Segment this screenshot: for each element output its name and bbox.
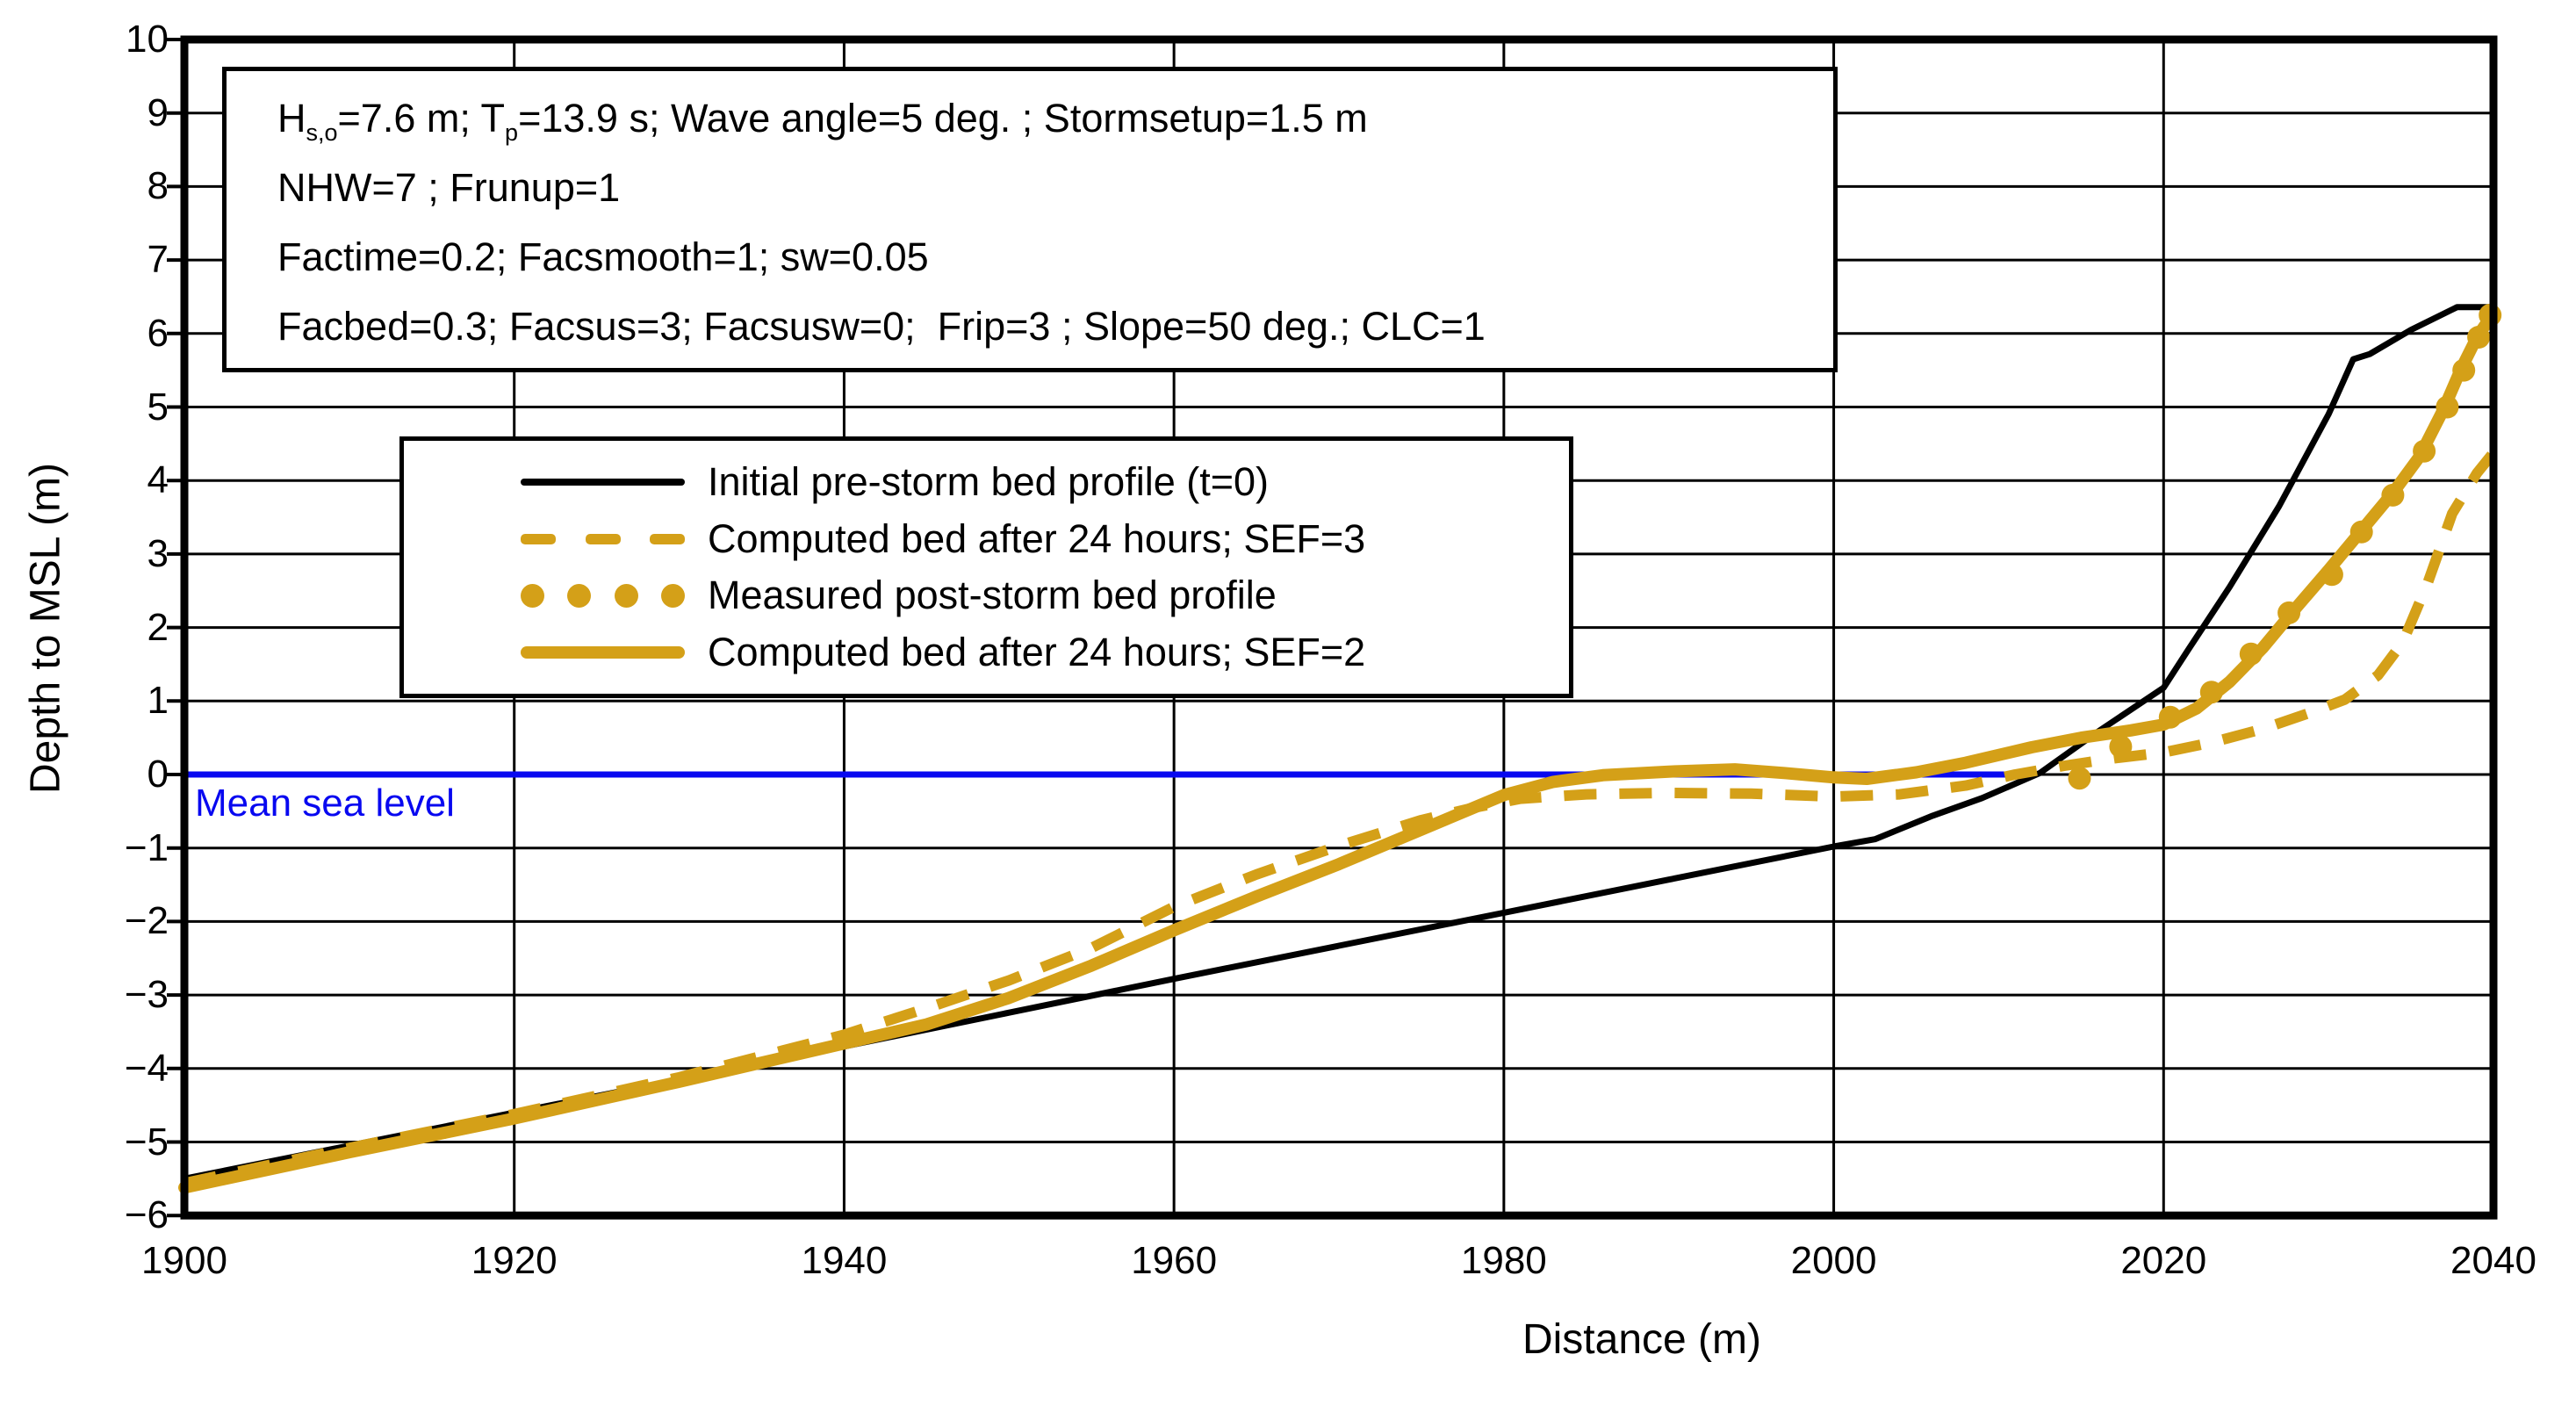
measured-profile-dot [2199,681,2223,704]
mean-sea-level-label: Mean sea level [195,782,455,825]
x-tick-label: 2040 [2450,1239,2536,1282]
measured-profile-dot [2467,326,2491,349]
measured-profile-dot [2320,563,2343,587]
x-tick-label: 1940 [801,1239,888,1282]
series-line [183,449,2498,1189]
annotation-line: Facbed=0.3; Facsus=3; Facsusw=0; Frip=3 … [277,292,1833,361]
y-tick-label: −4 [124,1046,169,1090]
annotation-subscript: p [505,119,519,146]
annotation-line: Factime=0.2; Facsmooth=1; sw=0.05 [277,222,1833,292]
measured-profile-dot [2452,358,2476,382]
measured-profile-dot [2068,767,2091,790]
annotation-text: =7.6 m; T [337,96,506,140]
legend-item-label: Initial pre-storm bed profile (t=0) [708,458,1270,504]
measured-profile-dot [2109,735,2133,759]
x-tick-label: 1960 [1131,1239,1218,1282]
measured-profile-dot [2436,395,2459,419]
legend-solid-black-sample-icon [521,478,685,486]
measured-profile-dot [2277,601,2301,624]
annotation-line: NHW=7 ; Frunup=1 [277,153,1833,222]
measured-profile-dot [2158,705,2182,729]
measured-profile-dot [2239,642,2263,666]
y-tick-label: −3 [124,973,169,1017]
annotation-text: =13.9 s; Wave angle=5 deg. ; Stormsetup=… [518,96,1368,140]
legend-dots-gold-sample-icon [521,583,685,608]
legend-solid-gold-sample-icon [521,646,685,659]
x-tick-label: 1900 [141,1239,227,1282]
y-tick-label: 8 [147,164,169,208]
annotation-text: NHW=7 ; Frunup=1 [277,165,621,210]
parameters-annotation-box: Hs,o=7.6 m; Tp=13.9 s; Wave angle=5 deg.… [222,67,1838,372]
measured-profile-dot [2413,439,2436,463]
legend-item-label: Computed bed after 24 hours; SEF=2 [708,630,1366,675]
legend-dashed-gold-sample-icon [521,533,685,544]
plot-frame [180,35,2498,1220]
annotation-text: H [277,96,306,140]
x-tick-label: 1920 [471,1239,558,1282]
y-tick-label: −1 [124,825,169,869]
x-tick-label: 1980 [1460,1239,1547,1282]
y-tick-label: −6 [124,1193,169,1237]
y-tick-label: −2 [124,899,169,943]
measured-profile-dot [2381,483,2405,507]
y-tick-label: 3 [147,531,169,575]
legend-item: Initial pre-storm bed profile (t=0) [404,459,1569,505]
annotation-text: Facbed=0.3; Facsus=3; Facsusw=0; Frip=3 … [277,304,1486,349]
x-tick-label: 2020 [2120,1239,2207,1282]
y-tick-label: 5 [147,385,169,429]
annotation-text: Factime=0.2; Facsmooth=1; sw=0.05 [277,234,929,279]
measured-profile-dot [2349,520,2373,544]
legend-item: Computed bed after 24 hours; SEF=3 [404,516,1569,562]
legend-item: Computed bed after 24 hours; SEF=2 [404,630,1569,675]
annotation-subscript: s,o [306,119,338,146]
annotation-line: Hs,o=7.6 m; Tp=13.9 s; Wave angle=5 deg.… [277,83,1833,153]
legend: Initial pre-storm bed profile (t=0) Compu… [399,436,1573,698]
legend-item-label: Measured post-storm bed profile [708,573,1277,618]
y-tick-label: 7 [147,238,169,282]
x-axis-title: Distance (m) [1522,1316,1762,1363]
y-tick-label: −5 [124,1120,169,1164]
y-tick-label: 2 [147,605,169,649]
y-axis-title: Depth to MSL (m) [22,463,69,794]
y-tick-label: 10 [126,18,169,61]
y-tick-label: 9 [147,90,169,134]
x-tick-label: 2000 [1790,1239,1877,1282]
legend-item: Measured post-storm bed profile [404,573,1569,618]
y-tick-label: 6 [147,311,169,355]
y-tick-label: 0 [147,753,169,796]
legend-item-label: Computed bed after 24 hours; SEF=3 [708,515,1366,561]
y-tick-label: 1 [147,679,169,723]
y-tick-label: 4 [147,458,169,502]
